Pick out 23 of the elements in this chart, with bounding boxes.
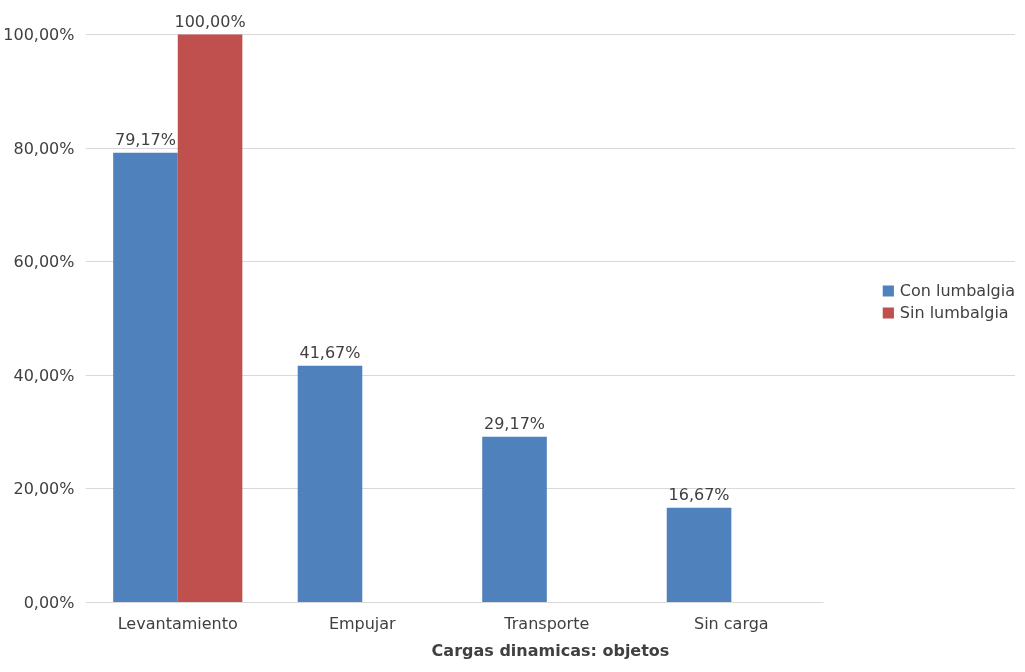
bar: [297, 365, 363, 603]
y-tick-label: 0,00%: [23, 593, 75, 612]
y-tick-label: 80,00%: [13, 138, 75, 158]
data-label: 79,17%: [114, 129, 176, 149]
bar: [177, 34, 243, 603]
bar: [666, 507, 732, 603]
data-label: 16,67%: [668, 484, 730, 504]
y-tick-label: 100,00%: [3, 25, 75, 45]
bar: [482, 436, 547, 603]
x-tick-label: Sin carga: [693, 613, 769, 633]
y-tick-label: 20,00%: [13, 479, 75, 499]
y-tick-label: 60,00%: [13, 252, 75, 272]
data-label: 100,00%: [174, 11, 246, 31]
x-tick-label: Transporte: [503, 613, 590, 633]
bar: [113, 152, 178, 603]
legend-label: Con lumbalgia: [899, 280, 1015, 300]
data-label: 29,17%: [484, 413, 546, 433]
legend-label: Sin lumbalgia: [899, 302, 1009, 322]
x-axis-title: Cargas dinamicas: objetos: [431, 640, 670, 660]
data-label: 41,67%: [299, 342, 361, 362]
x-tick-label: Levantamiento: [117, 613, 238, 633]
y-tick-label: 40,00%: [13, 365, 75, 385]
x-tick-label: Empujar: [328, 613, 397, 633]
